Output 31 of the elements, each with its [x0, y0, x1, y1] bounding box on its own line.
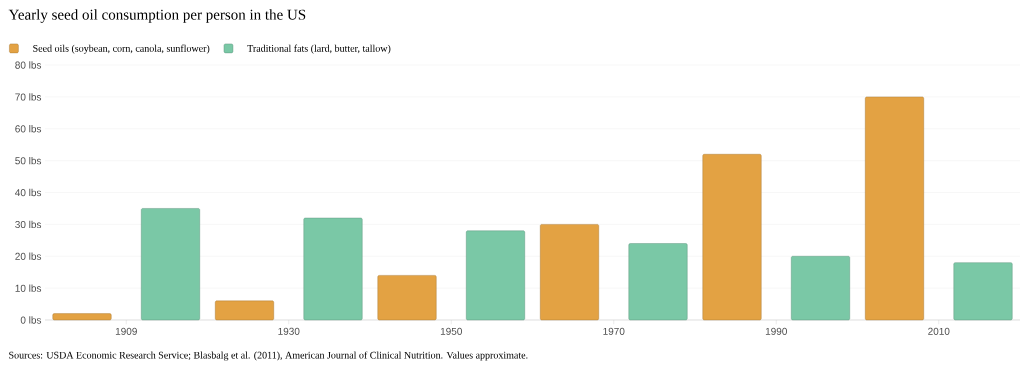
y-tick-label: 80 lbs — [15, 61, 42, 69]
legend-label: Traditional fats (lard, butter, tallow) — [247, 44, 391, 54]
bar — [702, 154, 762, 321]
y-tick-label: 30 lbs — [15, 220, 42, 229]
bar — [377, 275, 437, 321]
bar — [865, 96, 924, 321]
bar — [628, 243, 688, 321]
y-tick-label: 10 lbs — [15, 284, 42, 292]
x-tick-label: 2010 — [928, 327, 950, 335]
x-tick-label: 1990 — [765, 327, 787, 335]
chart-title: Yearly seed oil consumption per person in the US — [8, 9, 306, 23]
legend-label: Seed oils (soybean, corn, canola, sunflower) — [33, 44, 210, 54]
y-tick-label: 0 lbs — [20, 316, 42, 324]
x-tick-label: 1909 — [115, 327, 137, 335]
bar — [791, 256, 850, 321]
x-tick-label: 1930 — [278, 327, 300, 335]
bar — [215, 300, 274, 321]
source-note: Sources: USDA Economic Research Service; Blasbalg et al. (2011), American Journal of Clinical Nutrition. Values approximate. — [9, 351, 528, 361]
y-tick-label: 70 lbs — [15, 93, 42, 101]
bar — [141, 208, 200, 321]
x-tick-label: 1970 — [603, 327, 625, 335]
y-tick-label: 40 lbs — [15, 188, 42, 197]
bar — [52, 313, 112, 321]
bar — [303, 217, 363, 321]
bar — [540, 224, 599, 321]
y-tick-label: 60 lbs — [15, 125, 42, 133]
y-tick-label: 20 lbs — [15, 252, 42, 260]
x-tick-label: 1950 — [440, 327, 462, 335]
bar — [466, 230, 525, 321]
y-tick-label: 50 lbs — [15, 156, 42, 165]
bar — [953, 262, 1013, 321]
